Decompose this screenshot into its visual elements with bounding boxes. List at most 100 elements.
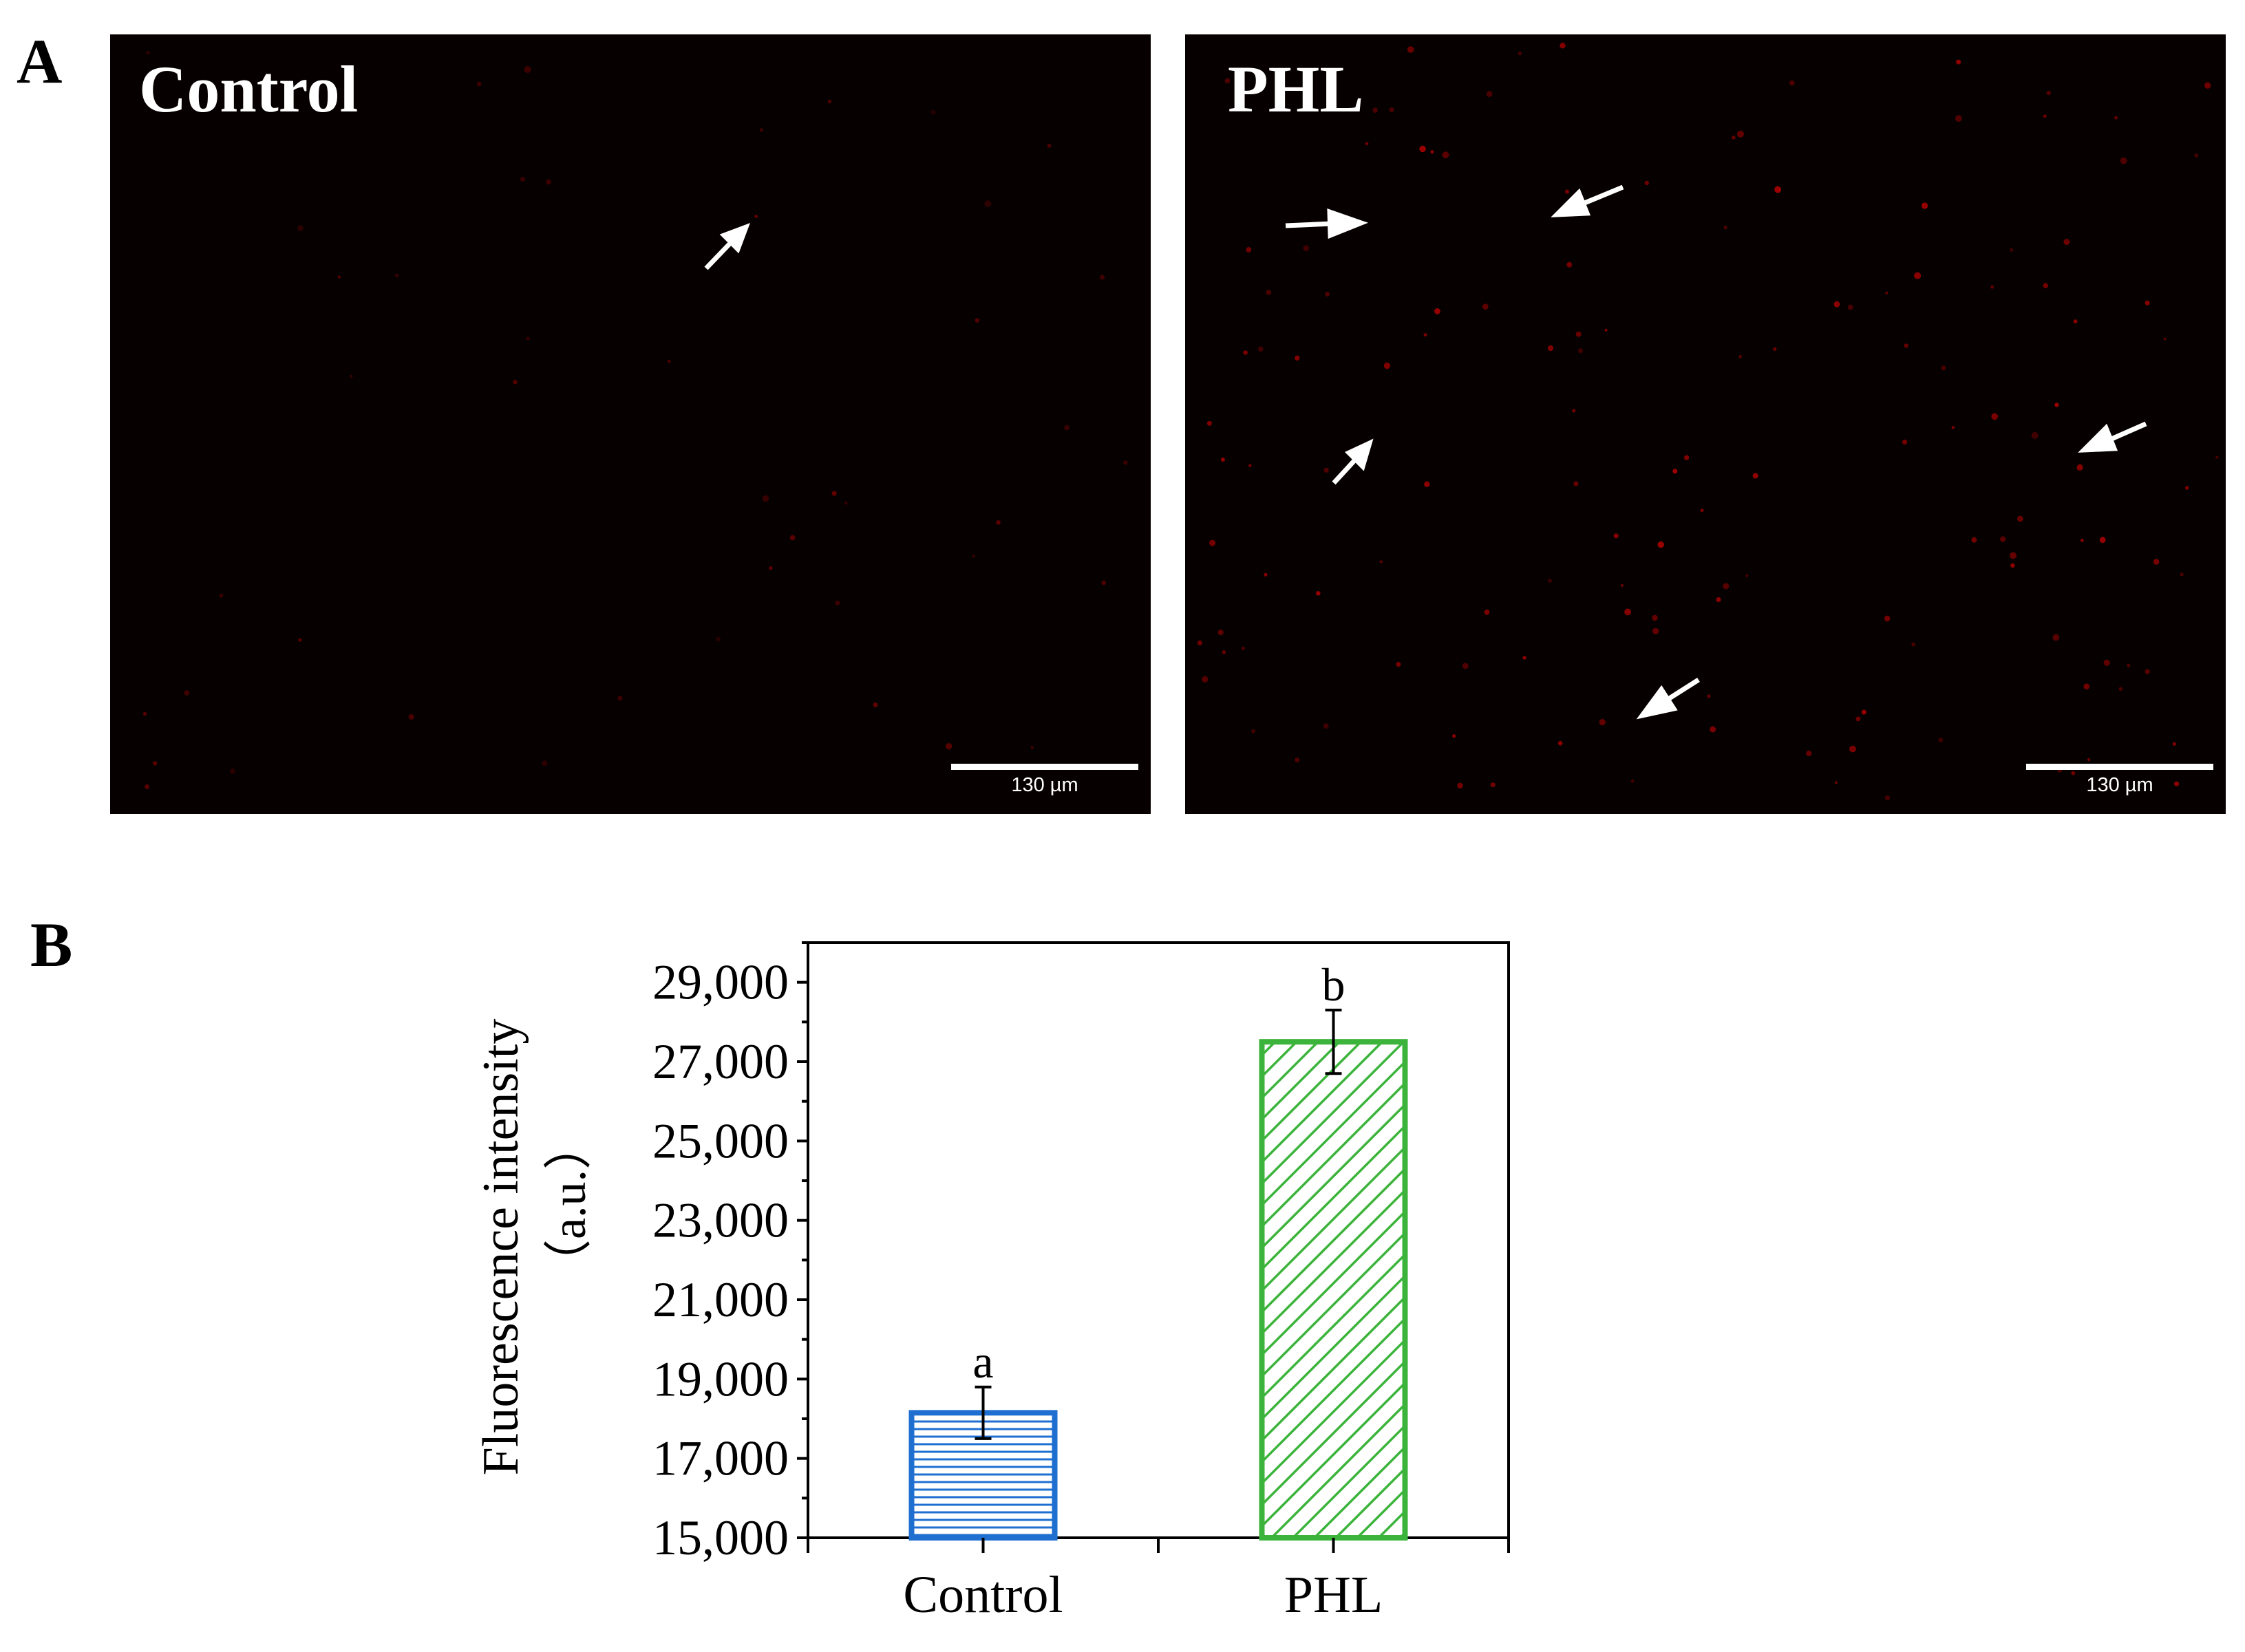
- control-fluorescence-dots: [142, 51, 1128, 789]
- fluorescence-dot: [1990, 285, 1994, 289]
- fluorescence-dot: [1396, 662, 1401, 667]
- fluorescence-dot: [2103, 659, 2110, 666]
- y-tick-label: 25,000: [652, 1113, 789, 1168]
- arrow-head-icon: [2078, 423, 2118, 453]
- fluorescence-dot: [2052, 634, 2060, 641]
- x-category-label: Control: [903, 1566, 1063, 1624]
- fluorescence-dot: [297, 225, 304, 231]
- fluorescence-dot: [1833, 301, 1840, 308]
- fluorescence-dot: [769, 566, 773, 570]
- fluorescence-dot: [1604, 328, 1608, 332]
- fluorescence-dot: [1847, 304, 1853, 310]
- fluorescence-dot: [2071, 771, 2076, 775]
- fluorescence-dot: [1246, 247, 1252, 253]
- fluorescence-dot: [1624, 608, 1631, 616]
- fluorescence-dot: [1383, 362, 1390, 369]
- arrow-icon: [2110, 421, 2147, 442]
- fluorescence-dot: [1365, 142, 1369, 146]
- fluorescence-dot: [2073, 319, 2078, 323]
- fluorescence-dot: [142, 711, 147, 716]
- fluorescence-dot: [513, 380, 518, 385]
- fluorescence-dot: [1885, 291, 1888, 294]
- fluorescence-dot: [1419, 145, 1426, 153]
- fluorescence-dot: [1457, 782, 1463, 789]
- fluorescence-dot: [1951, 426, 1955, 429]
- fluorescence-dot: [2046, 90, 2051, 96]
- fluorescence-dot: [1716, 597, 1721, 602]
- fluorescence-dot: [1738, 354, 1742, 358]
- fluorescence-dot: [1221, 458, 1225, 462]
- fluorescence-dot: [1522, 656, 1526, 660]
- fluorescence-dot: [546, 179, 551, 185]
- fluorescence-dot: [1789, 80, 1795, 86]
- y-tick-label: 23,000: [652, 1193, 789, 1248]
- fluorescence-dot: [1452, 734, 1456, 738]
- fluorescence-dot: [520, 177, 525, 182]
- fluorescence-dot: [2114, 116, 2118, 120]
- micrograph-control: Control 130 µm: [110, 34, 1151, 814]
- fluorescence-dot: [1560, 43, 1566, 49]
- fluorescence-dot: [1518, 52, 1522, 56]
- fluorescence-dot: [1914, 272, 1922, 279]
- fluorescence-dot: [1630, 780, 1635, 783]
- fluorescence-dot: [754, 215, 758, 218]
- fluorescence-dot: [476, 81, 482, 87]
- fluorescence-dot: [1652, 627, 1659, 634]
- fluorescence-dot: [2185, 486, 2189, 490]
- fluorescence-dot: [408, 714, 414, 720]
- fluorescence-dot: [1557, 740, 1563, 746]
- fluorescence-dot: [2118, 687, 2123, 691]
- control-image-label: Control: [139, 52, 359, 126]
- fluorescence-dot: [350, 374, 353, 378]
- fluorescence-dot: [1325, 292, 1330, 297]
- fluorescence-dot: [835, 600, 840, 605]
- panel-a-letter: A: [17, 26, 63, 96]
- fluorescence-dot: [1209, 539, 1216, 546]
- fluorescence-dot: [1547, 345, 1554, 352]
- fluorescence-dot: [2054, 403, 2059, 407]
- fluorescence-dot: [1482, 303, 1489, 310]
- arrow-head-icon: [1551, 188, 1591, 217]
- fluorescence-dot: [873, 702, 878, 707]
- fluorescence-dot: [2076, 464, 2083, 471]
- fluorescence-dot: [1884, 795, 1891, 801]
- fluorescence-dot: [975, 318, 980, 323]
- fluorescence-dot: [1264, 572, 1268, 577]
- fluorescence-dot: [230, 769, 235, 774]
- fluorescence-dot: [1202, 676, 1209, 683]
- fluorescence-dot: [1644, 180, 1649, 186]
- fluorescence-dot: [946, 743, 953, 750]
- fluorescence-dot: [2127, 663, 2131, 667]
- arrow-icon: [1667, 678, 1700, 701]
- fluorescence-dot: [1578, 348, 1583, 354]
- arrow-head-icon: [1344, 438, 1374, 471]
- fluorescence-dot: [716, 636, 721, 642]
- fluorescence-dot: [2174, 781, 2180, 786]
- control-arrows: [704, 223, 750, 270]
- fluorescence-dot: [219, 593, 224, 598]
- fluorescence-dot: [1123, 460, 1128, 465]
- fluorescence-dot: [1316, 591, 1321, 596]
- fluorescence-dot: [1490, 782, 1496, 788]
- fluorescence-dot: [617, 696, 623, 701]
- fluorescence-dot: [2099, 537, 2106, 544]
- fluorescence-dot: [1723, 226, 1727, 230]
- fluorescence-dot: [2043, 114, 2047, 118]
- fluorescence-dot: [668, 360, 671, 363]
- fluorescence-dot: [2080, 539, 2084, 542]
- fluorescence-dot: [1486, 91, 1493, 97]
- fluorescence-dot: [1849, 745, 1856, 753]
- fluorescence-dot: [1684, 455, 1690, 460]
- fluorescence-dot: [1266, 290, 1272, 295]
- fluorescence-dot: [1613, 533, 1619, 539]
- scale-bar: [2026, 764, 2213, 770]
- fluorescence-dot: [2215, 455, 2219, 459]
- fluorescence-dot: [2017, 515, 2023, 522]
- micrograph-phl: PHL 130 µm: [1185, 34, 2226, 814]
- bar-phl: [1259, 1039, 1408, 1541]
- fluorescence-dot: [337, 275, 341, 279]
- fluorescence-dot: [2010, 248, 2014, 252]
- fluorescence-dot: [1548, 579, 1552, 583]
- y-tick-label: 19,000: [652, 1351, 789, 1406]
- fluorescence-dot: [831, 491, 837, 496]
